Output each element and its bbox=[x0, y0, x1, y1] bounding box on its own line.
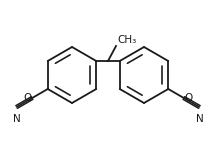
Text: N: N bbox=[195, 114, 203, 124]
Text: CH₃: CH₃ bbox=[117, 35, 136, 45]
Text: O: O bbox=[23, 93, 31, 103]
Text: N: N bbox=[13, 114, 21, 124]
Text: O: O bbox=[185, 93, 193, 103]
